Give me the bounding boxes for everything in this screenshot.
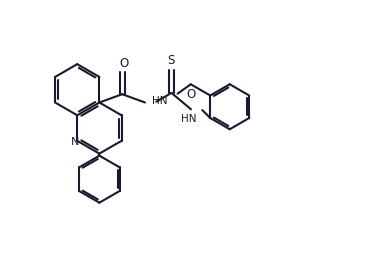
Text: S: S [168,54,175,67]
Text: HN: HN [181,114,197,124]
Text: N: N [70,137,79,147]
Text: HN: HN [152,96,167,106]
Text: O: O [187,88,196,101]
Text: O: O [119,57,128,70]
